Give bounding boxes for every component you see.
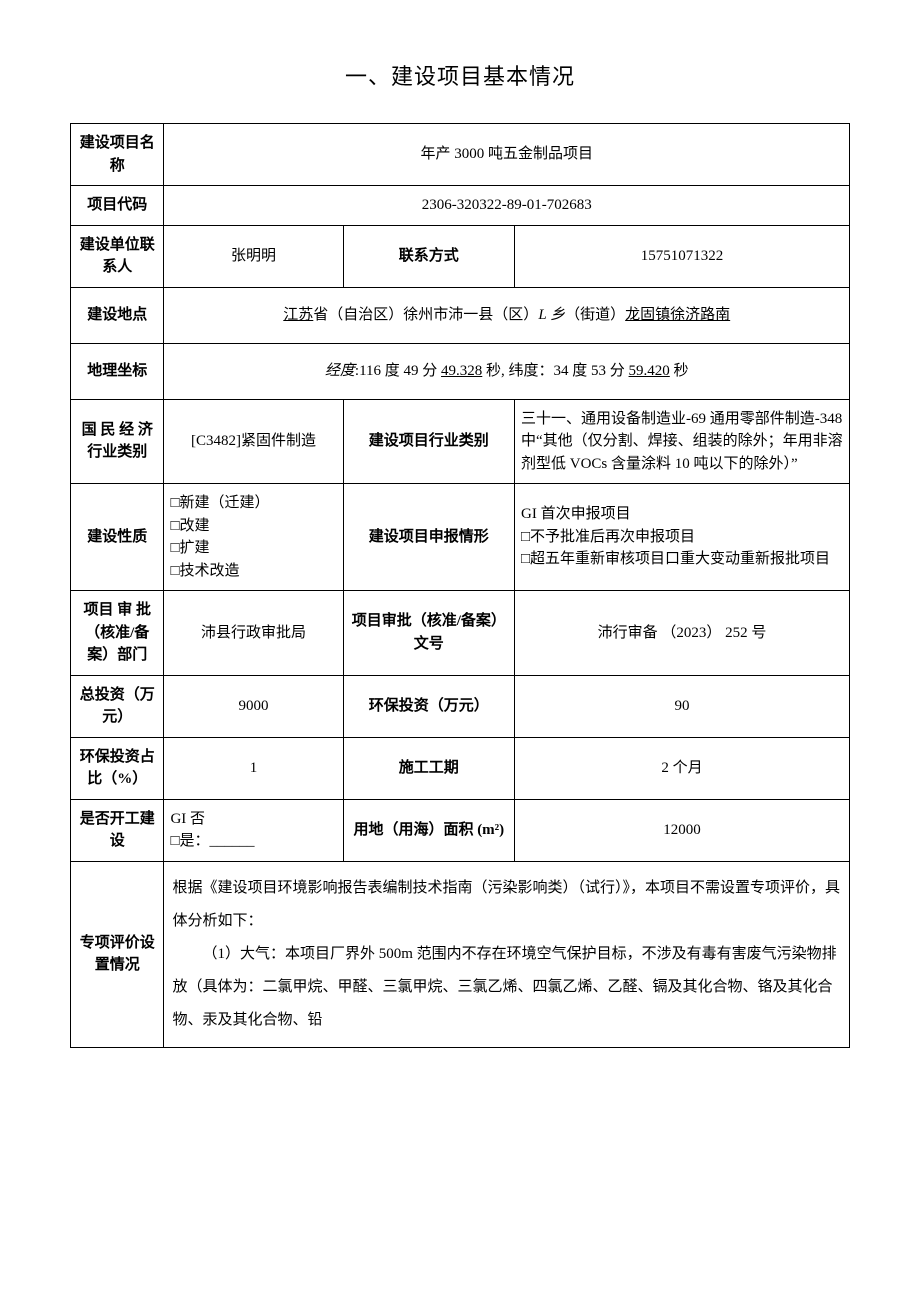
location-part: 龙固镇徐济路南 bbox=[625, 307, 730, 323]
checkbox-option: □不予批准后再次申报项目 bbox=[521, 526, 843, 549]
table-row: 环保投资占比（%） 1 施工工期 2 个月 bbox=[71, 737, 850, 799]
label-special-eval: 专项评价设置情况 bbox=[71, 861, 164, 1047]
label-coords: 地理坐标 bbox=[71, 343, 164, 399]
value-approval-no: 沛行审备 （2023） 252 号 bbox=[515, 591, 850, 676]
coords-part: 经度 bbox=[325, 363, 355, 379]
label-project-code: 项目代码 bbox=[71, 186, 164, 226]
value-special-eval: 根据《建设项目环境影响报告表编制技术指南（污染影响类）（试行）》，本项目不需设置… bbox=[164, 861, 850, 1047]
location-part: （街道） bbox=[565, 307, 625, 323]
value-contact-method: 15751071322 bbox=[515, 225, 850, 287]
value-report-situation: GI 首次申报项目 □不予批准后再次申报项目 □超五年重新审核项目口重大变动重新… bbox=[515, 484, 850, 591]
value-env-ratio: 1 bbox=[164, 737, 343, 799]
location-part: 省（自治区）徐州市沛一县（区） bbox=[313, 307, 538, 323]
label-contact-method: 联系方式 bbox=[343, 225, 514, 287]
value-started: GI 否 □是：______ bbox=[164, 799, 343, 861]
label-approval-no: 项目审批（核准/备案）文号 bbox=[343, 591, 514, 676]
label-project-industry: 建设项目行业类别 bbox=[343, 399, 514, 484]
checkbox-option: GI 首次申报项目 bbox=[521, 503, 843, 526]
table-row: 地理坐标 经度:116 度 49 分 49.328 秒, 纬度：34 度 53 … bbox=[71, 343, 850, 399]
value-total-invest: 9000 bbox=[164, 675, 343, 737]
checkbox-option: □是：______ bbox=[170, 830, 336, 853]
value-coords: 经度:116 度 49 分 49.328 秒, 纬度：34 度 53 分 59.… bbox=[164, 343, 850, 399]
paragraph: （1）大气：本项目厂界外 500m 范围内不存在环境空气保护目标，不涉及有毒有害… bbox=[172, 938, 841, 1037]
checkbox-option: GI 否 bbox=[170, 808, 336, 831]
coords-part: 秒, 纬度：34 度 53 分 bbox=[482, 363, 628, 379]
coords-part: 59.420 bbox=[629, 363, 670, 379]
value-env-invest: 90 bbox=[515, 675, 850, 737]
label-total-invest: 总投资（万元） bbox=[71, 675, 164, 737]
section-title: 一、建设项目基本情况 bbox=[70, 60, 850, 93]
table-row: 建设项目名称 年产 3000 吨五金制品项目 bbox=[71, 124, 850, 186]
label-location: 建设地点 bbox=[71, 287, 164, 343]
table-row: 专项评价设置情况 根据《建设项目环境影响报告表编制技术指南（污染影响类）（试行）… bbox=[71, 861, 850, 1047]
table-row: 建设地点 江苏省（自治区）徐州市沛一县（区）L 乡（街道）龙固镇徐济路南 bbox=[71, 287, 850, 343]
label-industry-cat: 国 民 经 济行业类别 bbox=[71, 399, 164, 484]
label-project-name: 建设项目名称 bbox=[71, 124, 164, 186]
coords-part: 秒 bbox=[670, 363, 689, 379]
table-row: 建设性质 □新建（迁建） □改建 □扩建 □技术改造 建设项目申报情形 GI 首… bbox=[71, 484, 850, 591]
table-row: 项目 审 批（核准/备案）部门 沛县行政审批局 项目审批（核准/备案）文号 沛行… bbox=[71, 591, 850, 676]
value-project-industry: 三十一、通用设备制造业-69 通用零部件制造-348 中“其他（仅分割、焊接、组… bbox=[515, 399, 850, 484]
value-unit-contact: 张明明 bbox=[164, 225, 343, 287]
coords-part: 49.328 bbox=[441, 363, 482, 379]
label-report-situation: 建设项目申报情形 bbox=[343, 484, 514, 591]
paragraph: 根据《建设项目环境影响报告表编制技术指南（污染影响类）（试行）》，本项目不需设置… bbox=[172, 872, 841, 938]
value-industry-cat: [C3482]紧固件制造 bbox=[164, 399, 343, 484]
table-row: 总投资（万元） 9000 环保投资（万元） 90 bbox=[71, 675, 850, 737]
project-info-table: 建设项目名称 年产 3000 吨五金制品项目 项目代码 2306-320322-… bbox=[70, 123, 850, 1048]
location-part: 江苏 bbox=[283, 307, 313, 323]
value-project-name: 年产 3000 吨五金制品项目 bbox=[164, 124, 850, 186]
label-period: 施工工期 bbox=[343, 737, 514, 799]
label-env-invest: 环保投资（万元） bbox=[343, 675, 514, 737]
value-construction-nature: □新建（迁建） □改建 □扩建 □技术改造 bbox=[164, 484, 343, 591]
label-env-ratio: 环保投资占比（%） bbox=[71, 737, 164, 799]
checkbox-option: □技术改造 bbox=[170, 560, 336, 583]
value-land-area: 12000 bbox=[515, 799, 850, 861]
checkbox-option: □扩建 bbox=[170, 537, 336, 560]
label-construction-nature: 建设性质 bbox=[71, 484, 164, 591]
table-row: 建设单位联系人 张明明 联系方式 15751071322 bbox=[71, 225, 850, 287]
checkbox-option: □新建（迁建） bbox=[170, 492, 336, 515]
checkbox-option: □超五年重新审核项目口重大变动重新报批项目 bbox=[521, 548, 843, 571]
label-unit-contact: 建设单位联系人 bbox=[71, 225, 164, 287]
table-row: 是否开工建设 GI 否 □是：______ 用地（用海）面积 (m²) 1200… bbox=[71, 799, 850, 861]
table-row: 项目代码 2306-320322-89-01-702683 bbox=[71, 186, 850, 226]
value-approval-dept: 沛县行政审批局 bbox=[164, 591, 343, 676]
coords-part: :116 度 49 分 bbox=[355, 363, 441, 379]
value-period: 2 个月 bbox=[515, 737, 850, 799]
checkbox-option: □改建 bbox=[170, 515, 336, 538]
table-row: 国 民 经 济行业类别 [C3482]紧固件制造 建设项目行业类别 三十一、通用… bbox=[71, 399, 850, 484]
location-part: L 乡 bbox=[538, 307, 565, 323]
value-location: 江苏省（自治区）徐州市沛一县（区）L 乡（街道）龙固镇徐济路南 bbox=[164, 287, 850, 343]
label-started: 是否开工建设 bbox=[71, 799, 164, 861]
label-approval-dept: 项目 审 批（核准/备案）部门 bbox=[71, 591, 164, 676]
label-land-area: 用地（用海）面积 (m²) bbox=[343, 799, 514, 861]
value-project-code: 2306-320322-89-01-702683 bbox=[164, 186, 850, 226]
